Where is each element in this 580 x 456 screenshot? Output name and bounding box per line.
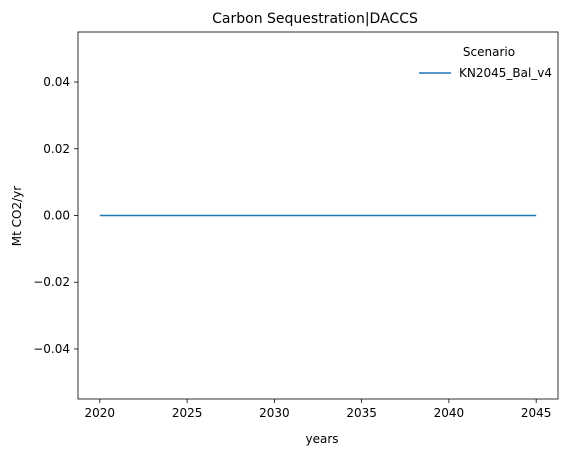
y-tick-label: 0.00 xyxy=(43,209,70,223)
x-tick-label: 2035 xyxy=(346,406,377,420)
x-tick-label: 2040 xyxy=(434,406,465,420)
x-tick-label: 2030 xyxy=(259,406,290,420)
y-axis-label: Mt CO2/yr xyxy=(10,186,24,246)
x-tick-label: 2045 xyxy=(521,406,552,420)
x-tick-label: 2020 xyxy=(85,406,116,420)
y-axis: 0.04 0.02 0.00 −0.02 −0.04 xyxy=(33,75,78,356)
legend-entry-label: KN2045_Bal_v4 xyxy=(459,66,552,80)
legend: Scenario KN2045_Bal_v4 xyxy=(419,45,552,80)
x-axis-label: years xyxy=(305,432,338,446)
y-tick-label: −0.04 xyxy=(33,342,70,356)
x-axis: 2020 2025 2030 2035 2040 2045 xyxy=(85,399,552,420)
y-tick-label: −0.02 xyxy=(33,275,70,289)
chart-title: Carbon Sequestration|DACCS xyxy=(212,11,418,27)
y-tick-label: 0.04 xyxy=(43,75,70,89)
y-tick-label: 0.02 xyxy=(43,142,70,156)
legend-title: Scenario xyxy=(463,45,515,59)
x-tick-label: 2025 xyxy=(172,406,203,420)
